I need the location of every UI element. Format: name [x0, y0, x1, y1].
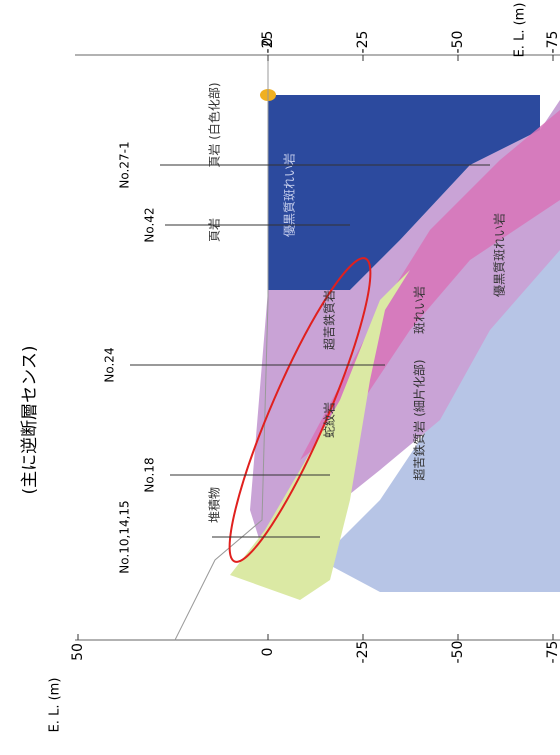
boreholes [77, 55, 554, 640]
tick-label: 50 [70, 643, 86, 661]
frame [75, 54, 560, 641]
geology [174, 60, 560, 641]
tick-label: -75 [545, 641, 560, 664]
tick-label: 0 [260, 648, 276, 657]
unit-label: 超苦鉄質岩 [322, 290, 337, 350]
unit-label: 頁岩 (白色化部) [207, 82, 222, 167]
tick-label: -50 [450, 31, 466, 54]
tick-label: -75 [545, 31, 560, 54]
title: (主に逆断層センス) [20, 346, 40, 495]
tick-label: -50 [450, 641, 466, 664]
labels: (主に逆断層センス)E. L. (m)E. L. (m)50 0 -25 -50 -75… [20, 3, 560, 733]
borehole-label: No.24 [103, 347, 117, 382]
unit-label: 頁岩 [207, 218, 222, 242]
unit-label: 優黒質斑れい岩 [492, 213, 507, 297]
axis-label: E. L. (m) [513, 3, 528, 58]
borehole-label: No.27-1 [118, 141, 132, 188]
unit-label: 斑れい岩 [412, 286, 427, 334]
axis-label: E. L. (m) [48, 678, 63, 733]
unit-label: 蛇紋岩 [322, 402, 337, 438]
tick-label: -25 [260, 31, 276, 54]
borehole-label: No.18 [143, 457, 157, 492]
unit-label: 超苦鉄質岩 (細片化部) [412, 359, 427, 480]
tick-label: 0 [260, 38, 276, 47]
tick-label: -25 [355, 641, 371, 664]
tick-label: -25 [355, 31, 371, 54]
borehole-label: No.42 [143, 207, 157, 242]
unit-label: 堆積物 [207, 487, 222, 523]
unit-label: 優黒質斑れい岩 [282, 153, 297, 237]
borehole-label: No.10,14,15 [118, 500, 132, 573]
